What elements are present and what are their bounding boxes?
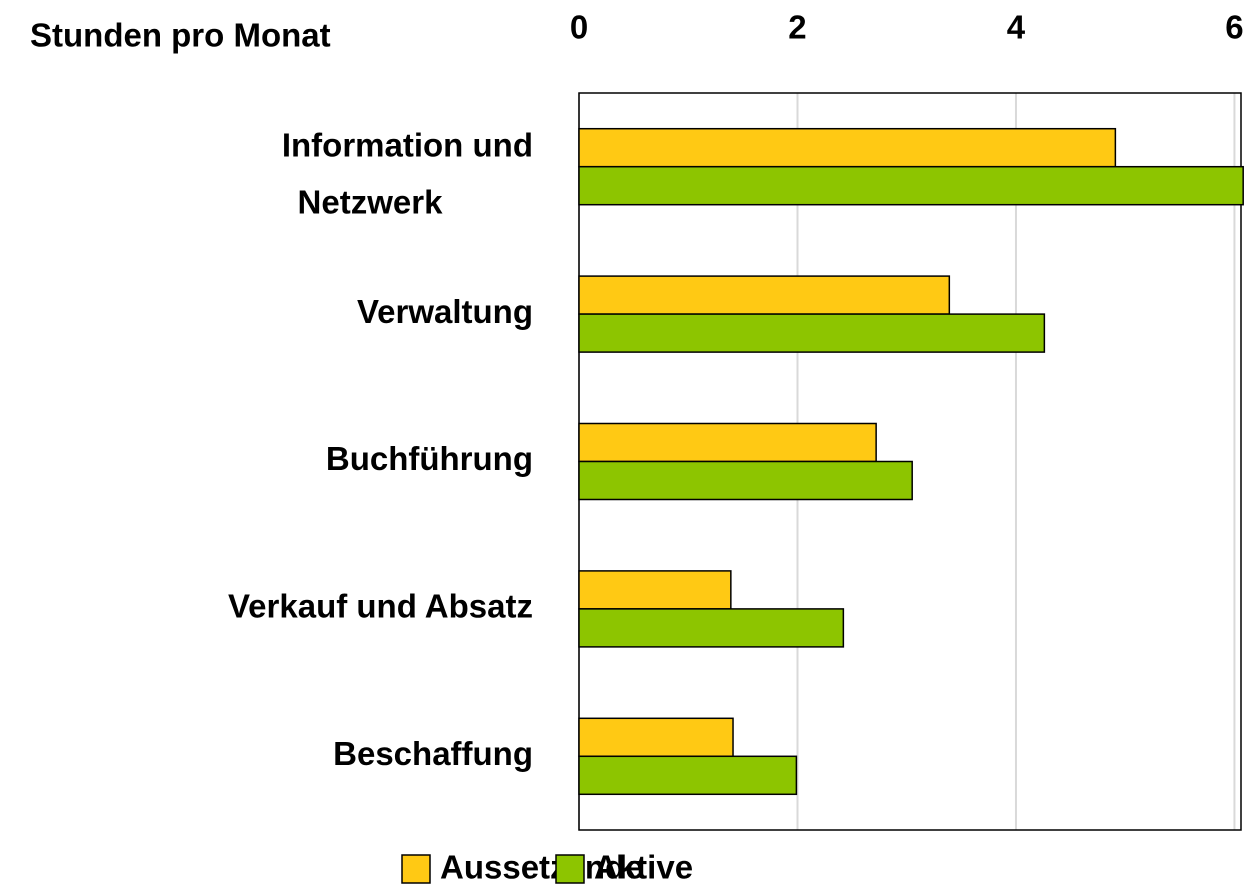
- bar: [578, 165, 1244, 206]
- bar: [578, 460, 913, 501]
- bar: [578, 570, 732, 610]
- chart-title: Stunden pro Monat: [30, 17, 331, 54]
- y-tick-label: Verwaltung: [357, 293, 533, 330]
- label-line: Netzwerk: [298, 183, 444, 220]
- x-tick-label: 6: [1225, 9, 1243, 46]
- legend-label: Aussetzende: [440, 849, 644, 886]
- y-tick-label: Verkauf und Absatz: [228, 588, 533, 625]
- label-line: Information und: [282, 126, 533, 163]
- x-tick-label: 4: [1007, 9, 1026, 46]
- x-tick-label: 2: [788, 9, 806, 46]
- bar: [578, 275, 951, 315]
- y-tick-label: Beschaffung: [333, 735, 533, 772]
- bar: [578, 127, 1117, 168]
- legend-label: Aktive: [594, 849, 693, 886]
- legend-swatch: [401, 854, 431, 884]
- x-tick-label: 0: [570, 9, 588, 46]
- y-tick-label: Information und Netzwerk: [282, 126, 533, 220]
- bar: [578, 422, 877, 463]
- bar: [578, 608, 845, 648]
- bar: [578, 755, 798, 796]
- y-tick-label: Buchführung: [326, 440, 533, 477]
- bar: [578, 717, 734, 758]
- bar: [578, 313, 1046, 353]
- legend-swatch: [555, 854, 585, 884]
